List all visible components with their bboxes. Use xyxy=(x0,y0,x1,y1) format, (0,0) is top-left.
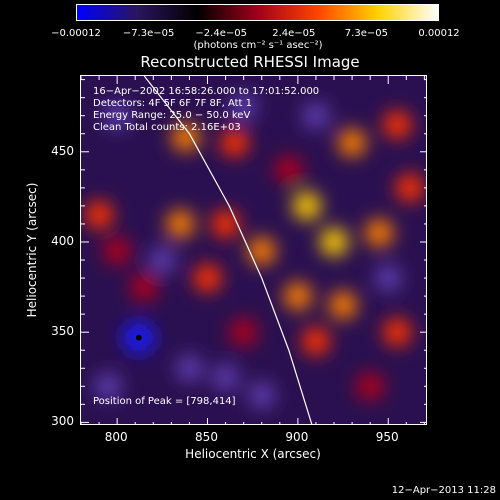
solar-limb-line xyxy=(143,76,313,424)
colorbar-tick-label: −2.4e−05 xyxy=(195,28,247,39)
heatmap-blob xyxy=(171,123,200,152)
colorbar-tick-label: 2.4e−05 xyxy=(272,28,316,39)
heatmap-blob xyxy=(229,92,258,121)
heatmap-blob xyxy=(247,237,276,265)
heatmap-blob xyxy=(374,264,403,293)
colorbar-unit: (photons cm⁻² s⁻¹ asec⁻²) xyxy=(193,40,323,51)
heatmap-blob xyxy=(130,273,159,302)
heatmap-blobs xyxy=(85,92,424,410)
heatmap-image xyxy=(81,76,426,424)
heatmap-blob xyxy=(395,173,424,202)
y-tick-label: 450 xyxy=(51,143,74,158)
heatmap-blob xyxy=(365,218,394,247)
colorbar-tick-label: −0.00012 xyxy=(51,28,101,39)
heatmap-blob xyxy=(320,227,349,256)
x-tick-label: 950 xyxy=(375,430,399,444)
x-axis-label: Heliocentric X (arcsec) xyxy=(185,447,321,461)
y-tick-label: 400 xyxy=(51,233,74,248)
heatmap-blob xyxy=(383,110,412,139)
plot-area: 16−Apr−2002 16:58:26.000 to 17:01:52.000… xyxy=(80,75,427,425)
info-clean: Clean Total counts: 2.16E+03 xyxy=(93,122,241,133)
heatmap-blob xyxy=(220,128,249,157)
colorbar-tick-label: −7.3e−05 xyxy=(122,28,175,39)
peak-position-label: Position of Peak = [798,414] xyxy=(93,396,236,407)
heatmap-blob xyxy=(292,191,321,220)
heatmap-blob xyxy=(85,200,114,229)
y-axis-label: Heliocentric Y (arcsec) xyxy=(25,182,39,318)
heatmap-blob xyxy=(301,327,330,356)
heatmap-blob xyxy=(301,101,330,130)
y-tick-label: 300 xyxy=(51,414,74,429)
heatmap-blob xyxy=(175,354,204,383)
x-tick-label: 850 xyxy=(195,430,218,444)
heatmap-blob xyxy=(103,237,132,265)
heatmap-blob xyxy=(166,209,195,238)
heatmap-blob xyxy=(356,372,385,401)
heatmap-blob xyxy=(148,246,177,275)
heatmap-blob xyxy=(329,291,358,320)
heatmap-blob xyxy=(247,381,276,410)
heatmap-blob xyxy=(193,264,222,293)
heatmap-blob xyxy=(103,101,132,130)
colorbar xyxy=(76,4,439,21)
info-time: 16−Apr−2002 16:58:26.000 to 17:01:52.000 xyxy=(93,86,320,97)
x-tick-label: 900 xyxy=(285,430,309,444)
heatmap-blob xyxy=(94,372,123,401)
colorbar-tick-label: 7.3e−05 xyxy=(344,28,388,39)
heatmap-blob xyxy=(274,155,303,184)
colorbar-tick-label: 0.00012 xyxy=(418,28,460,39)
y-tick-label: 350 xyxy=(51,324,74,339)
heatmap-blob xyxy=(338,128,367,157)
heatmap-blob xyxy=(383,318,412,347)
timestamp: 12−Apr−2013 11:28 xyxy=(391,485,496,496)
info-detectors: Detectors: 4F 5F 6F 7F 8F, Att 1 xyxy=(93,98,253,109)
heatmap-blob xyxy=(283,282,312,311)
chart-title: Reconstructed RHESSI Image xyxy=(140,53,360,71)
x-tick-label: 800 xyxy=(104,430,128,444)
peak-marker xyxy=(135,334,142,341)
heatmap-blob xyxy=(211,363,240,392)
info-energy: Energy Range: 25.0 − 50.0 keV xyxy=(93,110,251,121)
heatmap-blob xyxy=(229,318,258,347)
heatmap-blob xyxy=(211,209,240,238)
